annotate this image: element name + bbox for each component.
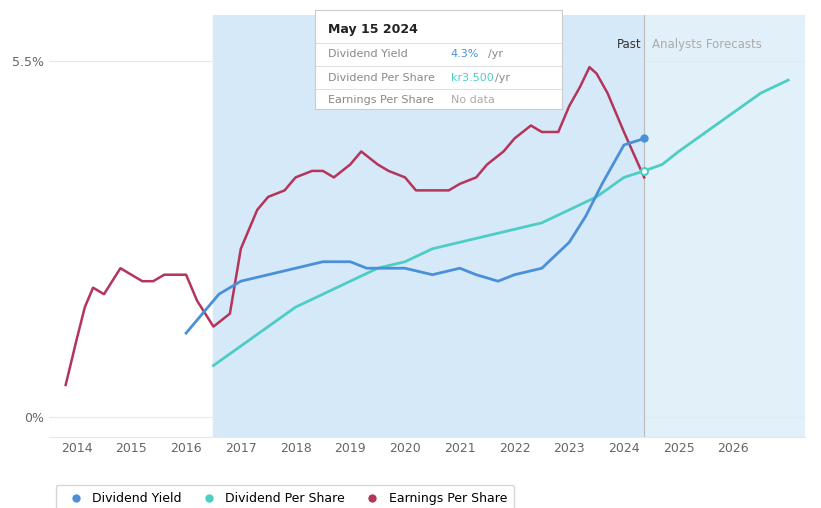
- Bar: [644, 15, 805, 437]
- Text: kr3.500: kr3.500: [451, 73, 493, 82]
- Bar: [213, 15, 644, 437]
- Text: Earnings Per Share: Earnings Per Share: [328, 96, 433, 105]
- Legend: Dividend Yield, Dividend Per Share, Earnings Per Share: Dividend Yield, Dividend Per Share, Earn…: [56, 485, 515, 508]
- Text: Dividend Per Share: Dividend Per Share: [328, 73, 434, 82]
- Text: Dividend Yield: Dividend Yield: [328, 49, 407, 59]
- Text: May 15 2024: May 15 2024: [328, 23, 417, 37]
- Text: /yr: /yr: [495, 73, 510, 82]
- Text: Analysts Forecasts: Analysts Forecasts: [653, 38, 762, 51]
- Text: Past: Past: [617, 38, 641, 51]
- Text: No data: No data: [451, 96, 494, 105]
- Text: /yr: /yr: [488, 49, 502, 59]
- Text: 4.3%: 4.3%: [451, 49, 479, 59]
